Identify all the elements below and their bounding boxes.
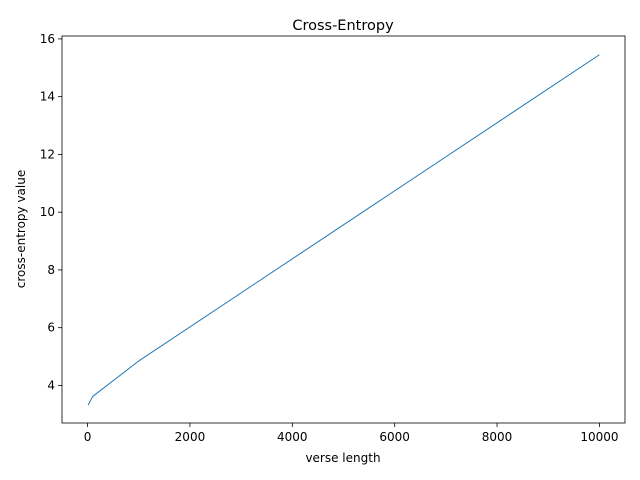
chart-title: Cross-Entropy (292, 18, 394, 34)
y-tick-label: 10 (40, 205, 55, 219)
x-tick-label: 0 (84, 430, 92, 444)
series-layer (87, 54, 600, 406)
y-tick-label: 6 (47, 321, 55, 335)
x-tick-label: 8000 (482, 430, 513, 444)
y-tick-label: 4 (47, 378, 55, 392)
x-tick-label: 2000 (175, 430, 206, 444)
x-axis-label: verse length (305, 451, 380, 465)
y-axis-label: cross-entropy value (14, 170, 28, 288)
x-tick-label: 10000 (580, 430, 618, 444)
y-tick-label: 12 (40, 147, 55, 161)
x-tick-label: 4000 (277, 430, 308, 444)
x-tick-label: 6000 (379, 430, 410, 444)
y-tick-label: 8 (47, 263, 55, 277)
x-axis-ticks: 0 2000 4000 6000 8000 10000 (84, 423, 619, 444)
series-line (87, 54, 600, 406)
plot-frame (61, 35, 626, 424)
y-tick-label: 14 (40, 90, 55, 104)
y-tick-label: 16 (40, 32, 55, 46)
y-axis-ticks: 4 6 8 10 12 14 16 (40, 32, 62, 392)
